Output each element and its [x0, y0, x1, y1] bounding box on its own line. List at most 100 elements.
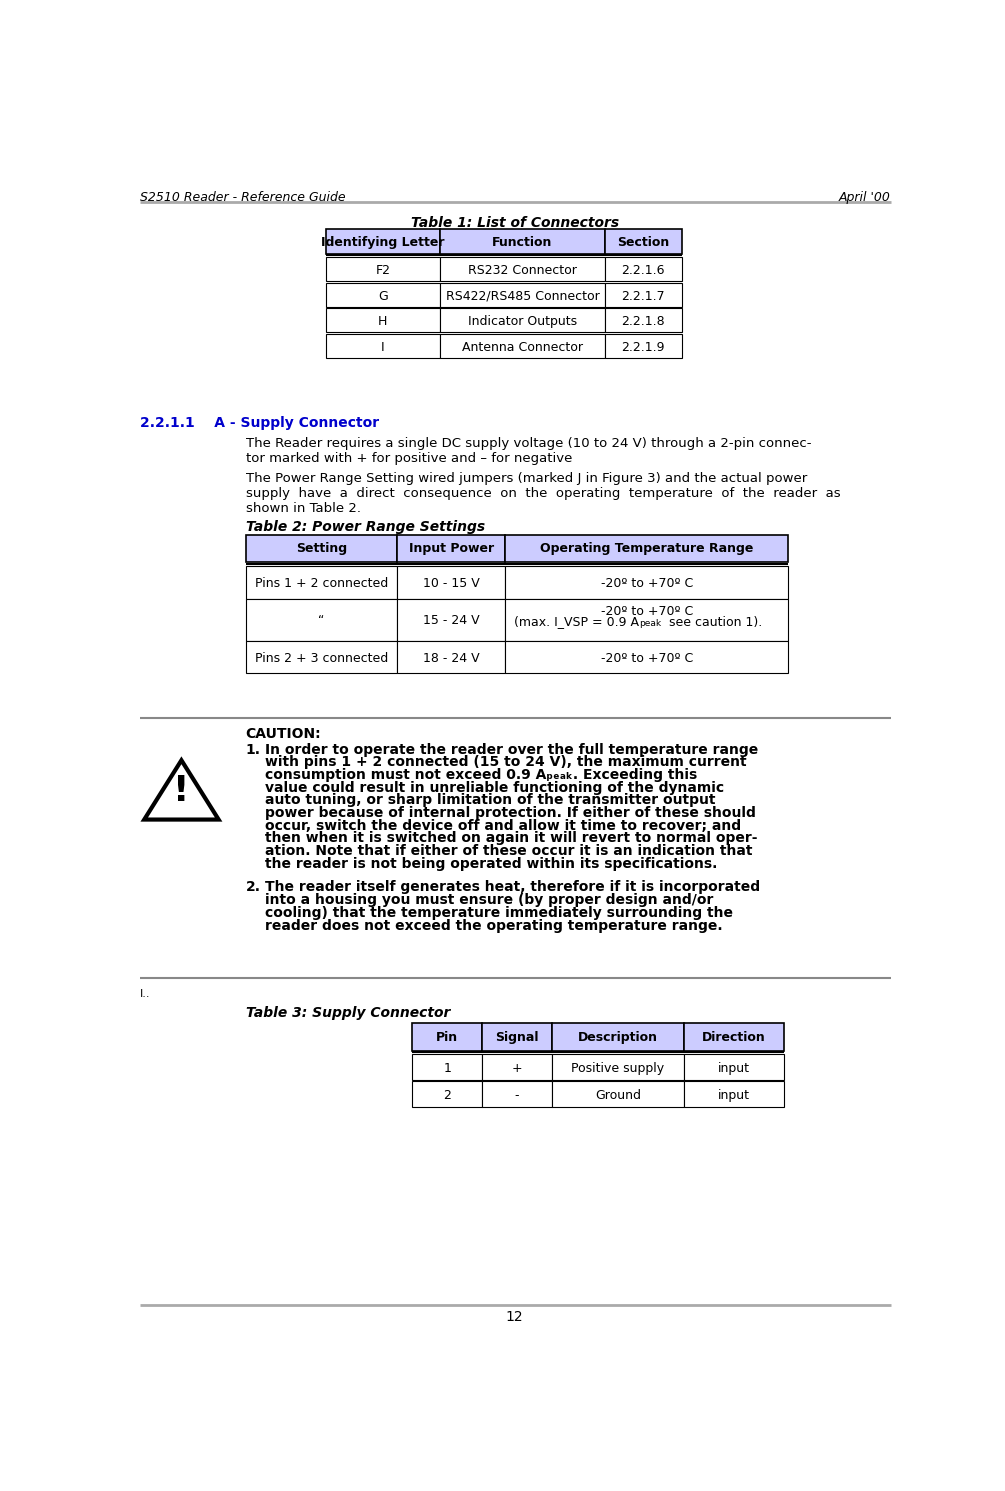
- Bar: [412, 1054, 482, 1079]
- Text: 1: 1: [443, 1062, 451, 1075]
- Text: occur, switch the device off and allow it time to recover; and: occur, switch the device off and allow i…: [265, 819, 742, 833]
- Text: -20º to +70º C: -20º to +70º C: [601, 652, 692, 665]
- Bar: [683, 1054, 784, 1079]
- Bar: [552, 1054, 683, 1079]
- Text: G: G: [378, 289, 388, 303]
- Text: Ground: Ground: [595, 1088, 641, 1102]
- Bar: [246, 641, 397, 674]
- Bar: [506, 598, 788, 641]
- Text: reader does not exceed the operating temperature range.: reader does not exceed the operating tem…: [265, 918, 723, 932]
- Text: 2.: 2.: [246, 880, 260, 895]
- Bar: [605, 334, 682, 358]
- Text: then when it is switched on again it will revert to normal oper-: then when it is switched on again it wil…: [265, 832, 758, 845]
- Text: Section: Section: [617, 236, 669, 249]
- Text: with pins 1 + 2 connected (15 to 24 V), the maximum current: with pins 1 + 2 connected (15 to 24 V), …: [265, 756, 747, 769]
- Text: -: -: [515, 1088, 520, 1102]
- Text: The reader itself generates heat, therefore if it is incorporated: The reader itself generates heat, theref…: [265, 880, 760, 895]
- Text: April '00: April '00: [839, 191, 890, 204]
- Text: 15 - 24 V: 15 - 24 V: [423, 614, 479, 628]
- Text: 2: 2: [443, 1088, 451, 1102]
- Bar: [412, 1023, 482, 1051]
- Bar: [440, 230, 605, 253]
- Bar: [246, 535, 397, 562]
- Text: (max. I_VSP = 0.9 A: (max. I_VSP = 0.9 A: [515, 616, 639, 629]
- Bar: [605, 283, 682, 307]
- Bar: [552, 1023, 683, 1051]
- Text: 12: 12: [506, 1311, 524, 1324]
- Text: Identifying Letter: Identifying Letter: [322, 236, 444, 249]
- Bar: [506, 641, 788, 674]
- Text: Positive supply: Positive supply: [571, 1062, 664, 1075]
- Text: Direction: Direction: [702, 1030, 766, 1044]
- Bar: [440, 334, 605, 358]
- Text: Table 3: Supply Connector: Table 3: Supply Connector: [246, 1006, 450, 1020]
- Text: Pins 1 + 2 connected: Pins 1 + 2 connected: [254, 577, 388, 590]
- Text: the reader is not being operated within its specifications.: the reader is not being operated within …: [265, 857, 718, 871]
- Text: input: input: [718, 1088, 750, 1102]
- Text: Setting: Setting: [295, 543, 347, 555]
- Text: -20º to +70º C: -20º to +70º C: [601, 605, 692, 617]
- Text: RS232 Connector: RS232 Connector: [468, 264, 577, 277]
- Text: Signal: Signal: [495, 1030, 539, 1044]
- Text: Antenna Connector: Antenna Connector: [462, 340, 583, 353]
- Bar: [440, 309, 605, 332]
- Bar: [326, 283, 440, 307]
- Text: see caution 1).: see caution 1).: [665, 616, 763, 629]
- Bar: [412, 1081, 482, 1106]
- Text: 18 - 24 V: 18 - 24 V: [423, 652, 479, 665]
- Text: !: !: [173, 774, 190, 808]
- Bar: [326, 230, 440, 253]
- Text: input: input: [718, 1062, 750, 1075]
- Bar: [506, 535, 788, 562]
- Text: 2.2.1.6: 2.2.1.6: [621, 264, 665, 277]
- Text: consumption must not exceed 0.9 Aₚₑₐₖ. Exceeding this: consumption must not exceed 0.9 Aₚₑₐₖ. E…: [265, 768, 697, 781]
- Text: In order to operate the reader over the full temperature range: In order to operate the reader over the …: [265, 743, 759, 756]
- Text: Indicator Outputs: Indicator Outputs: [468, 315, 577, 328]
- Text: The Power Range Setting wired jumpers (marked J in Figure 3) and the actual powe: The Power Range Setting wired jumpers (m…: [246, 471, 840, 514]
- Text: 1.: 1.: [246, 743, 260, 756]
- Text: into a housing you must ensure (by proper design and/or: into a housing you must ensure (by prope…: [265, 893, 714, 907]
- Bar: [440, 283, 605, 307]
- Text: I: I: [381, 340, 385, 353]
- Text: RS422/RS485 Connector: RS422/RS485 Connector: [445, 289, 599, 303]
- Bar: [397, 598, 506, 641]
- Bar: [326, 258, 440, 282]
- Text: 2.2.1.8: 2.2.1.8: [621, 315, 665, 328]
- Text: Description: Description: [578, 1030, 657, 1044]
- Text: cooling) that the temperature immediately surrounding the: cooling) that the temperature immediatel…: [265, 907, 733, 920]
- Text: ation. Note that if either of these occur it is an indication that: ation. Note that if either of these occu…: [265, 844, 753, 859]
- Text: Pin: Pin: [436, 1030, 458, 1044]
- Text: I..: I..: [140, 989, 150, 999]
- Text: H: H: [378, 315, 388, 328]
- Text: 2.2.1.7: 2.2.1.7: [621, 289, 665, 303]
- Text: power because of internal protection. If either of these should: power because of internal protection. If…: [265, 807, 756, 820]
- Bar: [397, 535, 506, 562]
- Bar: [683, 1023, 784, 1051]
- Bar: [326, 334, 440, 358]
- Bar: [246, 598, 397, 641]
- Text: Table 2: Power Range Settings: Table 2: Power Range Settings: [246, 520, 484, 534]
- Bar: [506, 567, 788, 598]
- Bar: [683, 1081, 784, 1106]
- Polygon shape: [145, 760, 219, 820]
- Bar: [482, 1054, 552, 1079]
- Text: The Reader requires a single DC supply voltage (10 to 24 V) through a 2-pin conn: The Reader requires a single DC supply v…: [246, 437, 811, 465]
- Bar: [246, 567, 397, 598]
- Bar: [552, 1081, 683, 1106]
- Text: “: “: [319, 614, 325, 628]
- Bar: [605, 258, 682, 282]
- Text: S2510 Reader - Reference Guide: S2510 Reader - Reference Guide: [140, 191, 345, 204]
- Text: value could result in unreliable functioning of the dynamic: value could result in unreliable functio…: [265, 781, 725, 795]
- Text: Input Power: Input Power: [409, 543, 493, 555]
- Text: CAUTION:: CAUTION:: [246, 728, 322, 741]
- Text: 2.2.1.1    A - Supply Connector: 2.2.1.1 A - Supply Connector: [140, 416, 379, 429]
- Text: Table 1: List of Connectors: Table 1: List of Connectors: [411, 216, 619, 230]
- Text: 10 - 15 V: 10 - 15 V: [423, 577, 479, 590]
- Bar: [605, 230, 682, 253]
- Text: Function: Function: [492, 236, 553, 249]
- Bar: [397, 641, 506, 674]
- Text: -20º to +70º C: -20º to +70º C: [601, 577, 692, 590]
- Text: 2.2.1.9: 2.2.1.9: [621, 340, 665, 353]
- Bar: [605, 309, 682, 332]
- Bar: [440, 258, 605, 282]
